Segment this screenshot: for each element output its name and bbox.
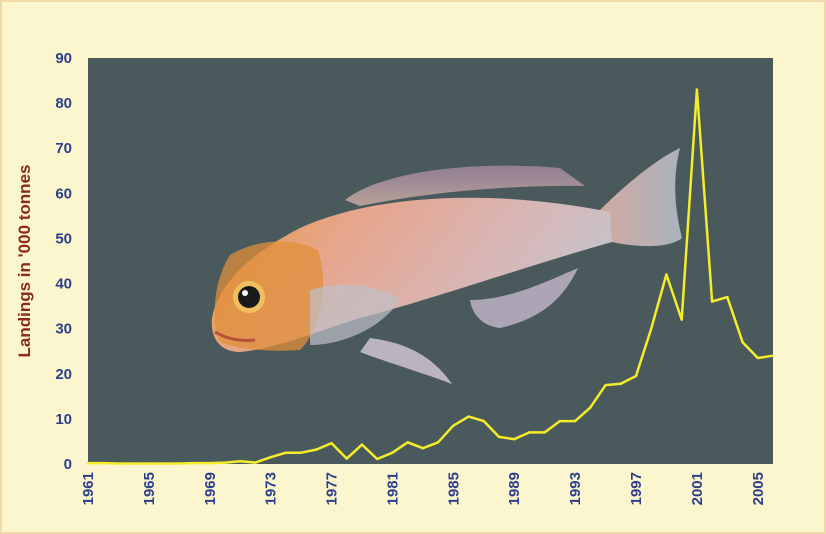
fish-image [211,148,682,384]
y-tick-label: 70 [55,140,72,157]
data-point [86,461,90,465]
data-point [330,442,333,445]
data-point [299,451,303,454]
series-line [88,88,774,465]
data-point [741,341,744,344]
data-point [528,431,531,434]
data-point [680,318,683,321]
y-tick-label: 50 [55,230,72,247]
data-point [710,300,714,303]
x-tick-label: 1993 [567,472,584,505]
data-point [771,354,775,357]
data-point [223,461,227,464]
data-point [193,461,196,465]
data-point [102,461,105,465]
x-tick-label: 1977 [324,472,341,505]
y-tick-label: 0 [64,456,72,473]
data-point [513,437,516,441]
data-point [132,462,135,465]
x-tick-label: 1973 [263,472,280,505]
data-point [239,460,242,463]
data-point [482,419,485,423]
data-point [269,456,272,459]
y-tick-label: 20 [55,366,72,383]
data-point [421,447,425,450]
data-point [178,462,181,465]
x-tick-label: 1997 [628,472,645,505]
x-tick-label: 1969 [202,472,219,505]
y-tick-label: 40 [55,276,72,293]
x-tick-label: 1981 [384,472,401,505]
data-point [604,383,607,387]
data-point [452,424,455,427]
data-point [391,451,394,454]
data-point [756,356,759,360]
x-tick-label: 1989 [506,472,523,505]
data-point [634,374,638,378]
data-point [345,457,348,460]
data-point [406,441,409,444]
data-point [467,415,470,418]
data-point [147,462,151,465]
data-point [436,441,440,444]
x-tick-label: 1965 [141,472,158,505]
y-tick-label: 80 [55,95,72,112]
x-tick-label: 2005 [750,472,767,505]
data-point [497,435,501,439]
x-tick-label: 1961 [80,472,97,505]
data-point [208,461,211,465]
data-point [573,419,577,423]
y-tick-label: 90 [55,50,72,67]
data-point [726,295,729,299]
x-tick-label: 1985 [445,472,462,505]
y-tick-label: 10 [55,411,72,428]
y-axis-label: Landings in '000 tonnes [15,165,34,358]
data-point [284,451,288,454]
data-point [117,462,120,465]
data-point [665,273,668,276]
data-point [650,327,653,330]
data-point [589,406,592,409]
y-tick-label: 60 [55,185,72,202]
data-point [360,443,364,446]
data-point [619,382,622,385]
y-tick-label: 30 [55,321,72,338]
x-tick-label: 2001 [689,472,706,505]
data-point [162,462,166,465]
data-point [695,88,699,91]
data-point [543,431,546,434]
data-point [376,457,379,461]
data-point [254,461,257,464]
data-point [315,448,318,451]
data-point [558,419,562,423]
